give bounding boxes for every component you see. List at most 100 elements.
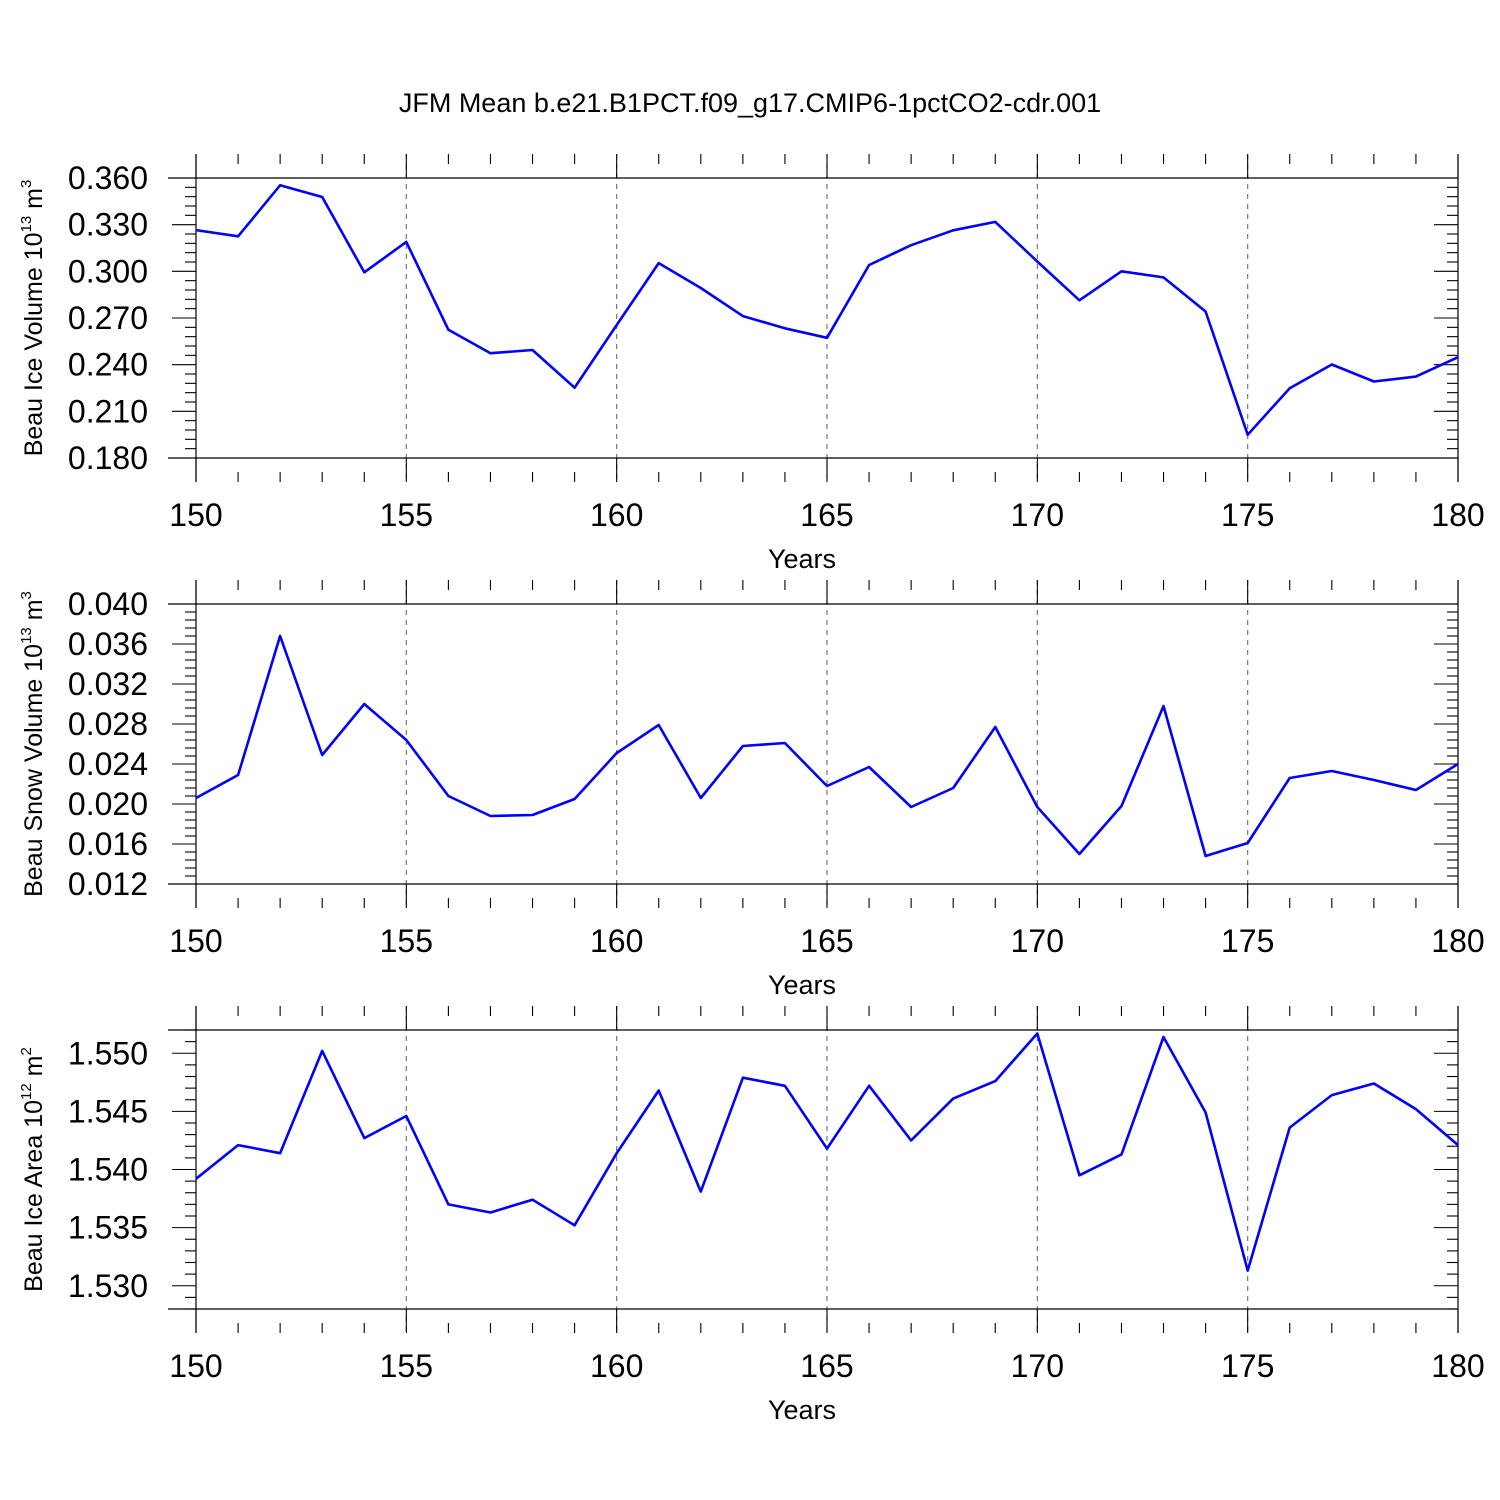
data-point	[320, 753, 324, 757]
x-tick-label: 155	[380, 1348, 433, 1384]
data-point	[657, 1088, 661, 1092]
data-point	[1456, 762, 1460, 766]
y-tick-label: 0.210	[68, 393, 148, 429]
data-point	[362, 702, 366, 706]
data-point	[951, 1097, 955, 1101]
panel-ice-volume: 0.180 0.210 0.240 0.270 0.300 0.330 0.360 150 15…	[18, 154, 1485, 574]
data-point	[741, 314, 745, 318]
x-tick-label: 150	[169, 923, 222, 959]
x-tick-label: 175	[1221, 1348, 1274, 1384]
y-tick-label: 0.036	[68, 626, 148, 662]
data-point	[194, 1177, 198, 1181]
y-tick-label: 0.020	[68, 786, 148, 822]
x-tick-label: 160	[590, 923, 643, 959]
data-point	[741, 1076, 745, 1080]
figure-title: JFM Mean b.e21.B1PCT.f09_g17.CMIP6-1pctC…	[398, 88, 1102, 118]
data-point	[825, 336, 829, 340]
data-point	[657, 723, 661, 727]
data-point	[488, 814, 492, 818]
data-point	[320, 1049, 324, 1053]
y-tick-label: 0.028	[68, 706, 148, 742]
data-point	[1330, 1093, 1334, 1097]
data-point	[194, 796, 198, 800]
data-point	[531, 348, 535, 352]
x-tick-label: 170	[1011, 497, 1064, 533]
data-point	[488, 351, 492, 355]
y-tick-label: 0.040	[68, 586, 148, 622]
data-point	[362, 270, 366, 274]
data-point	[362, 1136, 366, 1140]
data-point	[1246, 1269, 1250, 1273]
data-point	[867, 1084, 871, 1088]
series-line	[195, 1032, 1459, 1272]
series-line	[195, 184, 1459, 437]
x-tick-label: 160	[590, 497, 643, 533]
data-point	[867, 765, 871, 769]
data-point	[278, 183, 282, 187]
x-tick-label: 170	[1011, 923, 1064, 959]
data-point	[1372, 778, 1376, 782]
x-axis-label: Years	[768, 970, 836, 1000]
data-point	[404, 738, 408, 742]
data-point	[741, 744, 745, 748]
data-point	[1246, 841, 1250, 845]
data-point	[404, 240, 408, 244]
y-tick-label: 0.180	[68, 440, 148, 476]
data-point	[320, 195, 324, 199]
data-point	[1162, 275, 1166, 279]
data-point	[615, 751, 619, 755]
data-point	[1288, 386, 1292, 390]
data-point	[1372, 1081, 1376, 1085]
data-point	[699, 286, 703, 290]
data-point	[699, 796, 703, 800]
x-tick-label: 165	[800, 923, 853, 959]
data-point	[278, 634, 282, 638]
y-tick-label: 0.012	[68, 866, 148, 902]
data-point	[657, 261, 661, 265]
data-point	[1162, 704, 1166, 708]
data-point	[1119, 804, 1123, 808]
data-point	[236, 773, 240, 777]
y-tick-label: 0.270	[68, 300, 148, 336]
data-point	[531, 1198, 535, 1202]
data-point	[1077, 1173, 1081, 1177]
x-tick-label: 180	[1431, 1348, 1484, 1384]
data-point	[993, 1079, 997, 1083]
panel-snow-volume: 0.012 0.016 0.020 0.024 0.028 0.032 0.036 0.040…	[18, 580, 1485, 1000]
data-point	[615, 323, 619, 327]
data-point	[1035, 1031, 1039, 1035]
data-point	[236, 234, 240, 238]
data-point	[909, 805, 913, 809]
data-point	[825, 1147, 829, 1151]
data-point	[1372, 379, 1376, 383]
data-point	[909, 1138, 913, 1142]
data-point	[236, 1143, 240, 1147]
data-point	[446, 328, 450, 332]
data-point	[278, 1151, 282, 1155]
x-tick-label: 155	[380, 923, 433, 959]
x-tick-label: 165	[800, 1348, 853, 1384]
data-point	[573, 797, 577, 801]
y-tick-label: 0.360	[68, 160, 148, 196]
data-point	[1414, 375, 1418, 379]
x-tick-label: 150	[169, 1348, 222, 1384]
y-tick-label: 1.545	[68, 1093, 148, 1129]
data-point	[1204, 309, 1208, 313]
y-tick-label: 1.535	[68, 1210, 148, 1246]
data-point	[783, 741, 787, 745]
data-point	[1119, 1152, 1123, 1156]
data-point	[488, 1211, 492, 1215]
x-tick-label: 175	[1221, 497, 1274, 533]
data-point	[1035, 260, 1039, 264]
y-tick-label: 1.540	[68, 1152, 148, 1188]
data-point	[951, 228, 955, 232]
data-point	[573, 386, 577, 390]
y-tick-label: 0.016	[68, 826, 148, 862]
data-point	[1414, 1107, 1418, 1111]
y-tick-label: 0.330	[68, 207, 148, 243]
y-tick-label: 0.300	[68, 253, 148, 289]
data-point	[951, 786, 955, 790]
y-tick-label: 0.240	[68, 347, 148, 383]
data-point	[1162, 1035, 1166, 1039]
